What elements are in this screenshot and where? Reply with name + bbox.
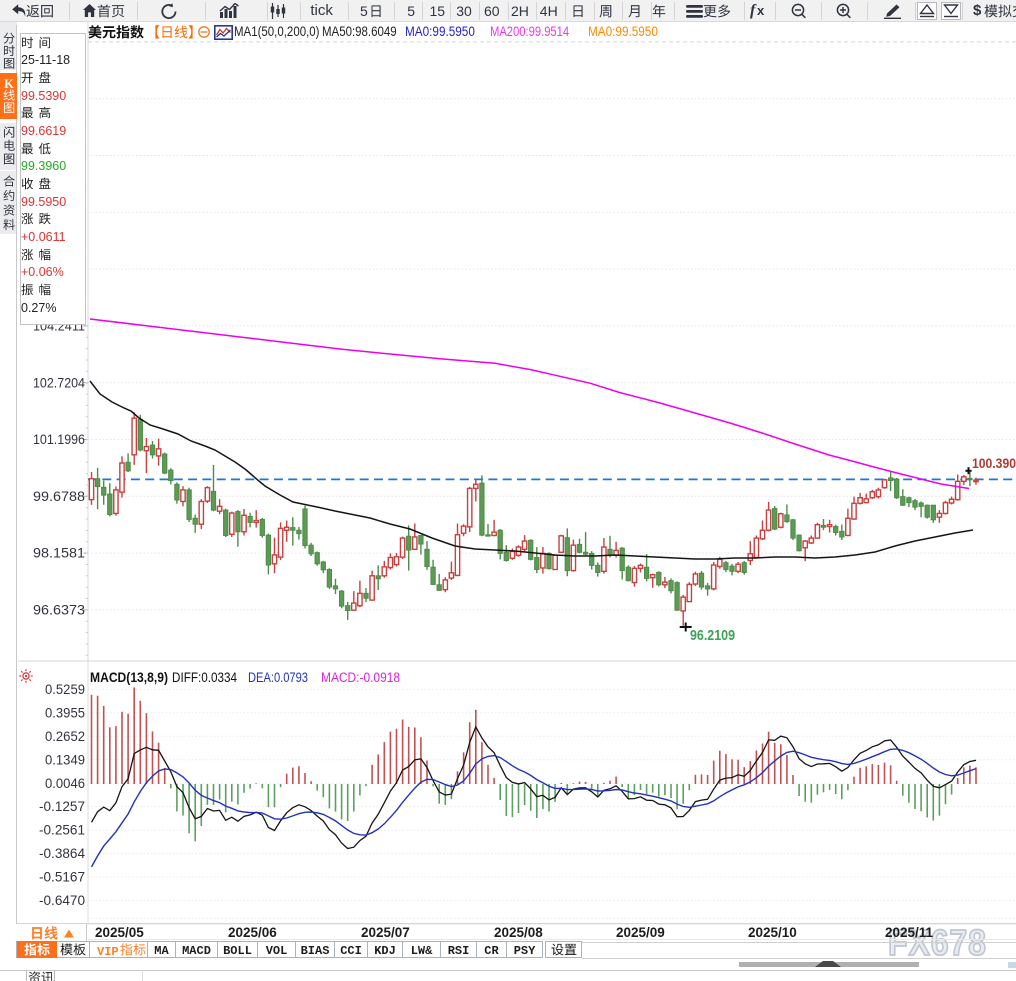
svg-text:0.3955: 0.3955 [45, 705, 85, 720]
svg-text:99.6788: 99.6788 [33, 489, 85, 504]
svg-text:2025/07: 2025/07 [361, 925, 410, 940]
svg-text:K: K [4, 77, 14, 90]
svg-text:-0.3864: -0.3864 [39, 846, 85, 861]
svg-text:0.0046: 0.0046 [45, 776, 85, 791]
svg-text:2025/06: 2025/06 [228, 925, 277, 940]
svg-text:2025/05: 2025/05 [95, 925, 144, 940]
svg-text:DEA:0.0793: DEA:0.0793 [248, 670, 308, 685]
svg-text:0.1349: 0.1349 [45, 752, 85, 767]
svg-text:96.2109: 96.2109 [690, 627, 735, 644]
svg-text:2025/09: 2025/09 [616, 925, 665, 940]
svg-text:102.7204: 102.7204 [33, 375, 85, 390]
svg-text:2025/08: 2025/08 [494, 925, 543, 940]
svg-text:DIFF:0.0334: DIFF:0.0334 [172, 670, 237, 685]
svg-text:-0.5167: -0.5167 [39, 870, 85, 885]
svg-text:0.5259: 0.5259 [45, 682, 85, 697]
svg-text:2025/11: 2025/11 [885, 925, 934, 940]
svg-text:MACD:-0.0918: MACD:-0.0918 [321, 670, 400, 685]
svg-text:101.1996: 101.1996 [33, 432, 85, 447]
svg-text:-0.2561: -0.2561 [39, 823, 85, 838]
svg-text:MACD(13,8,9): MACD(13,8,9) [90, 670, 168, 685]
svg-text:100.390: 100.390 [972, 456, 1016, 471]
svg-text:2025/10: 2025/10 [748, 925, 797, 940]
svg-text:-0.6470: -0.6470 [39, 893, 85, 908]
svg-text:-0.1257: -0.1257 [39, 799, 85, 814]
svg-text:0.2652: 0.2652 [45, 729, 85, 744]
svg-text:98.1581: 98.1581 [33, 546, 85, 561]
svg-text:96.6373: 96.6373 [33, 603, 85, 618]
